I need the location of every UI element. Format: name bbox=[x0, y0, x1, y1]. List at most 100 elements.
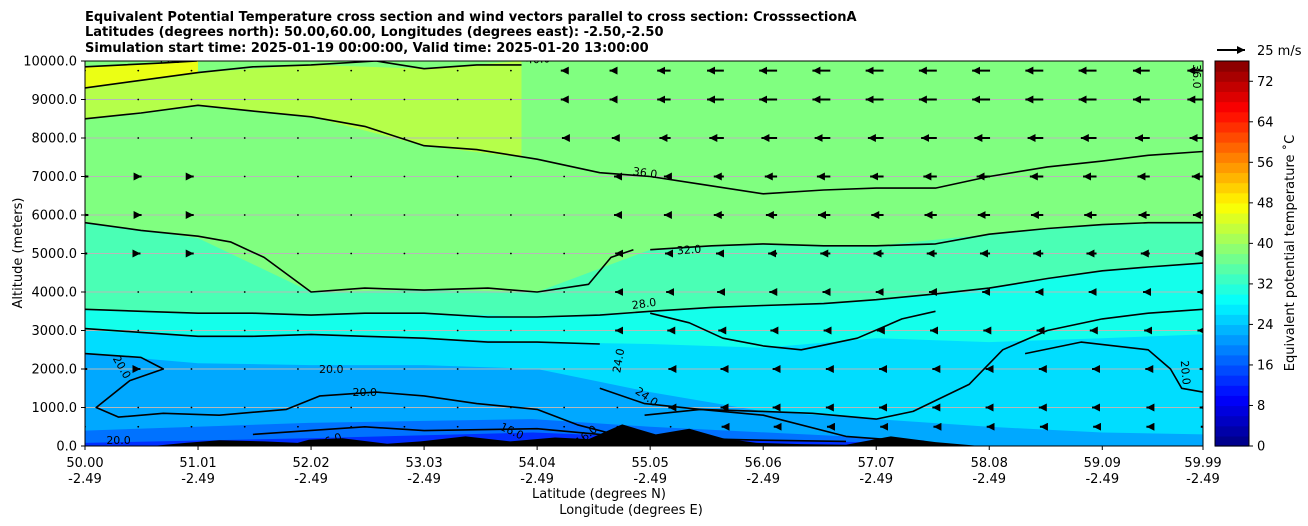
colorbar-segment bbox=[1215, 142, 1249, 153]
x-tick-label-lon: -2.49 bbox=[181, 472, 215, 487]
wind-vector bbox=[137, 425, 140, 428]
wind-vector bbox=[350, 69, 353, 72]
colorbar-label: Equivalent potential temperature ˚C bbox=[1282, 135, 1298, 371]
wind-vector bbox=[510, 98, 512, 101]
wind-vector bbox=[563, 252, 566, 255]
colorbar-segment bbox=[1215, 253, 1249, 265]
colorbar-segment bbox=[1215, 243, 1249, 255]
colorbar-tick-label: 32 bbox=[1257, 277, 1274, 292]
colorbar-segment bbox=[1215, 375, 1249, 386]
wind-vector bbox=[403, 252, 406, 255]
wind-vector bbox=[456, 425, 459, 428]
wind-vector bbox=[137, 137, 140, 139]
wind-vector bbox=[243, 252, 246, 255]
colorbar-tick-label: 56 bbox=[1257, 156, 1274, 171]
wind-vector bbox=[403, 175, 406, 178]
wind-vector bbox=[563, 291, 566, 293]
colorbar-segment bbox=[1215, 415, 1249, 427]
wind-vector bbox=[350, 329, 353, 332]
terrain bbox=[152, 424, 981, 446]
wind-vector bbox=[190, 406, 193, 409]
colorbar-segment bbox=[1215, 111, 1249, 123]
contour-line-36 bbox=[85, 104, 1203, 195]
colorbar-segment bbox=[1215, 294, 1249, 305]
x-tick-label-lon: -2.49 bbox=[68, 472, 102, 487]
wind-vector bbox=[563, 175, 566, 178]
wind-vector bbox=[456, 69, 459, 72]
colorbar-segment bbox=[1215, 334, 1249, 346]
wind-vector bbox=[510, 137, 512, 139]
colorbar-segment bbox=[1215, 202, 1249, 214]
wind-vector bbox=[403, 137, 406, 139]
contour-label: 32.0 bbox=[676, 243, 701, 258]
wind-vector bbox=[297, 69, 299, 72]
wind-vector bbox=[243, 425, 246, 428]
y-tick-label: 10000.0 bbox=[23, 55, 77, 70]
wind-vector bbox=[669, 425, 672, 428]
x-tick-label-lon: -2.49 bbox=[520, 472, 554, 487]
x-tick-label-lat: 59.99 bbox=[1184, 456, 1221, 471]
colorbar-segment bbox=[1215, 283, 1249, 295]
y-tick-label: 3000.0 bbox=[32, 324, 78, 339]
colorbar-segment bbox=[1215, 223, 1249, 234]
y-tick-label: 6000.0 bbox=[32, 209, 78, 224]
colorbar-tick-label: 72 bbox=[1257, 75, 1274, 90]
y-tick-label: 8000.0 bbox=[32, 132, 78, 147]
contour-label: 28.0 bbox=[631, 296, 657, 312]
wind-vector bbox=[243, 291, 246, 293]
wind-vector bbox=[297, 329, 299, 332]
colorbar-segment bbox=[1215, 162, 1249, 174]
colorbar-segment bbox=[1215, 354, 1249, 366]
colorbar-tick-label: 16 bbox=[1257, 358, 1274, 373]
wind-vector bbox=[563, 214, 566, 216]
wind-vector bbox=[297, 214, 299, 216]
colorbar-segment bbox=[1215, 152, 1249, 163]
wind-vector bbox=[243, 406, 246, 409]
wind-vector bbox=[563, 329, 566, 332]
colorbar-segment bbox=[1215, 344, 1249, 356]
wind-vector bbox=[297, 98, 299, 101]
colorbar-segment bbox=[1215, 233, 1249, 244]
wind-vector bbox=[510, 291, 512, 293]
wind-vector bbox=[137, 98, 140, 101]
wind-vector bbox=[350, 98, 353, 101]
contour-line-20 bbox=[644, 408, 914, 443]
x-tick-label-lon: -2.49 bbox=[972, 472, 1006, 487]
y-tick-label: 2000.0 bbox=[32, 363, 78, 378]
wind-vector bbox=[297, 291, 299, 293]
colorbar-segment bbox=[1215, 121, 1249, 133]
wind-vector bbox=[510, 214, 512, 216]
wind-vector bbox=[190, 98, 193, 101]
colorbar-segment bbox=[1215, 131, 1249, 143]
chart-title-line-1: Equivalent Potential Temperature cross s… bbox=[85, 10, 857, 25]
contour-line-44 bbox=[85, 61, 197, 68]
colorbar-segment bbox=[1215, 273, 1249, 285]
wind-vector bbox=[137, 329, 140, 332]
quiver-key-label: 25 m/s bbox=[1257, 44, 1302, 59]
wind-vector bbox=[137, 69, 140, 72]
contour-line-32 bbox=[650, 221, 1203, 251]
contour-label: 20.0 bbox=[319, 363, 344, 376]
wind-vector bbox=[350, 368, 353, 370]
colorbar-tick-label: 64 bbox=[1257, 115, 1274, 130]
colorbar-tick-label: 48 bbox=[1257, 196, 1274, 211]
x-tick-label-lat: 50.00 bbox=[66, 456, 103, 471]
contour-label: 40.0 bbox=[525, 52, 550, 66]
contour-label: 36.0 bbox=[632, 165, 658, 181]
wind-vector bbox=[403, 214, 406, 216]
wind-vector bbox=[456, 329, 459, 332]
contour-label: 20.0 bbox=[353, 386, 378, 399]
y-tick-label: 1000.0 bbox=[32, 401, 78, 416]
x-tick-label-lat: 53.03 bbox=[405, 456, 442, 471]
colorbar-tick-label: 8 bbox=[1257, 399, 1265, 414]
colorbar-segment bbox=[1215, 192, 1249, 204]
chart-title-line-3: Simulation start time: 2025-01-19 00:00:… bbox=[85, 41, 649, 56]
wind-vector bbox=[456, 98, 459, 101]
colorbar-tick-label: 24 bbox=[1257, 318, 1274, 333]
wind-vector bbox=[243, 98, 246, 101]
colorbar bbox=[1215, 61, 1249, 447]
wind-vector bbox=[350, 175, 353, 178]
x-tick-label-lat: 51.01 bbox=[179, 456, 216, 471]
wind-vector bbox=[350, 137, 353, 139]
